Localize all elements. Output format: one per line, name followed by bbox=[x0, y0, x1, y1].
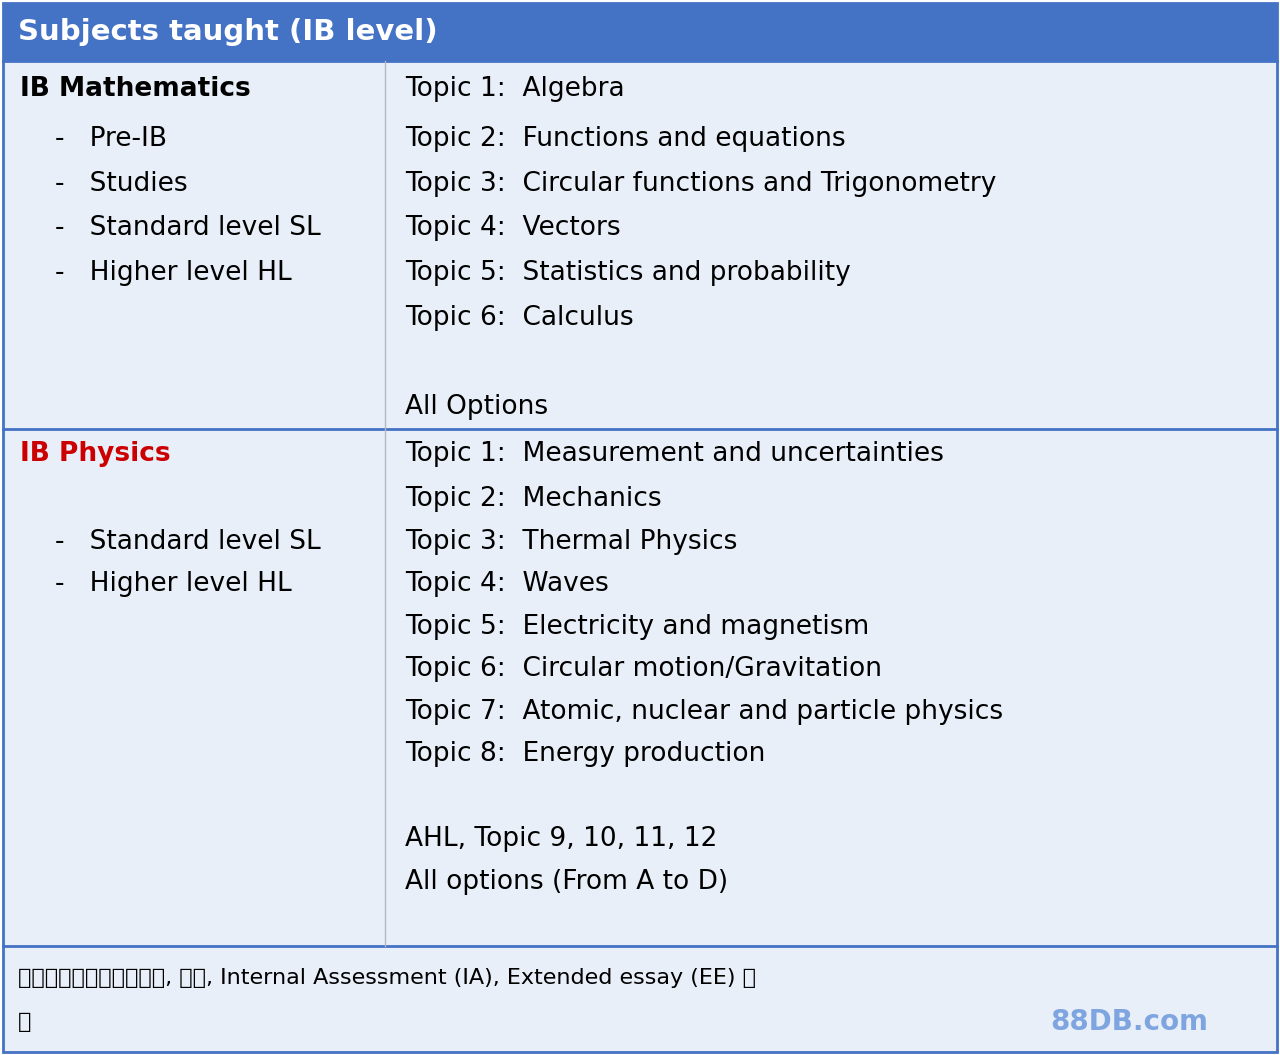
Text: -   Higher level HL: - Higher level HL bbox=[55, 260, 292, 286]
Text: 考: 考 bbox=[18, 1012, 32, 1032]
Text: 以上所有課程能提供筆記, 試題, Internal Assessment (IA), Extended essay (EE) 參: 以上所有課程能提供筆記, 試題, Internal Assessment (IA… bbox=[18, 967, 756, 987]
Text: Topic 3:  Thermal Physics: Topic 3: Thermal Physics bbox=[404, 529, 737, 555]
Bar bbox=[3, 61, 1277, 945]
Text: All options (From A to D): All options (From A to D) bbox=[404, 869, 728, 895]
Bar bbox=[3, 3, 1277, 61]
Text: Topic 4:  Waves: Topic 4: Waves bbox=[404, 572, 609, 597]
Text: Topic 5:  Statistics and probability: Topic 5: Statistics and probability bbox=[404, 260, 851, 286]
Text: Topic 2:  Mechanics: Topic 2: Mechanics bbox=[404, 486, 662, 513]
Text: -   Standard level SL: - Standard level SL bbox=[55, 215, 321, 242]
Text: IB Mathematics: IB Mathematics bbox=[20, 76, 251, 102]
Text: -   Pre-IB: - Pre-IB bbox=[55, 126, 166, 152]
Text: Topic 7:  Atomic, nuclear and particle physics: Topic 7: Atomic, nuclear and particle ph… bbox=[404, 698, 1004, 725]
Text: Topic 1:  Algebra: Topic 1: Algebra bbox=[404, 76, 625, 102]
Text: -   Standard level SL: - Standard level SL bbox=[55, 529, 321, 555]
Text: All Options: All Options bbox=[404, 394, 548, 420]
Text: Topic 1:  Measurement and uncertainties: Topic 1: Measurement and uncertainties bbox=[404, 441, 943, 466]
Text: -   Higher level HL: - Higher level HL bbox=[55, 572, 292, 597]
Bar bbox=[3, 945, 1277, 1052]
Text: -   Studies: - Studies bbox=[55, 171, 188, 196]
Text: Topic 2:  Functions and equations: Topic 2: Functions and equations bbox=[404, 126, 846, 152]
Text: Topic 3:  Circular functions and Trigonometry: Topic 3: Circular functions and Trigonom… bbox=[404, 171, 996, 196]
Text: 88DB.com: 88DB.com bbox=[1050, 1009, 1208, 1036]
Text: IB Physics: IB Physics bbox=[20, 441, 170, 466]
Text: Topic 6:  Circular motion/Gravitation: Topic 6: Circular motion/Gravitation bbox=[404, 656, 882, 683]
Text: Topic 5:  Electricity and magnetism: Topic 5: Electricity and magnetism bbox=[404, 614, 869, 640]
Text: Topic 6:  Calculus: Topic 6: Calculus bbox=[404, 305, 634, 330]
Text: AHL, Topic 9, 10, 11, 12: AHL, Topic 9, 10, 11, 12 bbox=[404, 826, 717, 852]
Text: Subjects taught (IB level): Subjects taught (IB level) bbox=[18, 18, 438, 46]
Text: Topic 8:  Energy production: Topic 8: Energy production bbox=[404, 742, 765, 767]
Text: Topic 4:  Vectors: Topic 4: Vectors bbox=[404, 215, 621, 242]
